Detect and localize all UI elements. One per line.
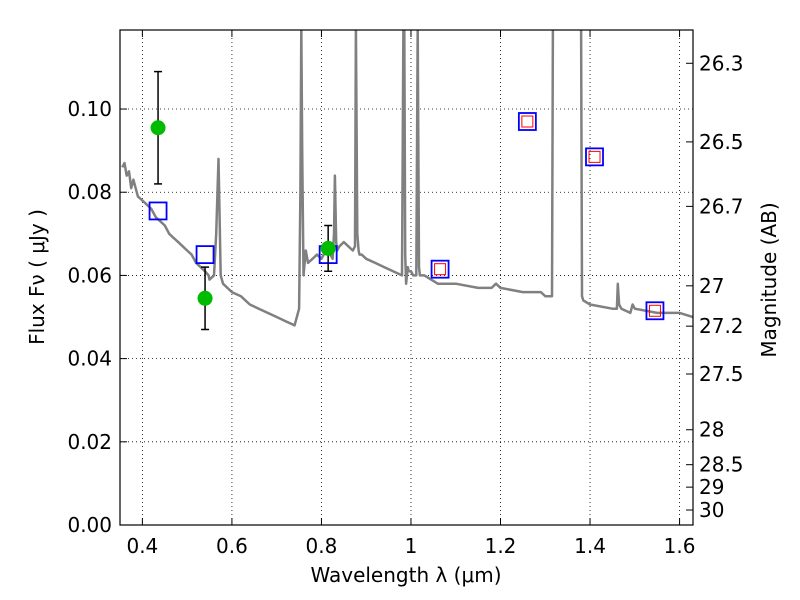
x-axis-label: Wavelength λ (μm) <box>310 563 501 587</box>
right-tick-label: 29 <box>699 475 724 499</box>
y-axis-label-right: Magnitude (AB) <box>757 202 781 357</box>
model-photometry-square <box>430 259 450 279</box>
inner-square-marker <box>648 304 661 317</box>
axis-ticks: 0.4 0.6 0.8 1 1.2 1.4 1.6 0.00 0.02 0.04 0.06 0.08 0… <box>67 30 744 558</box>
model-photometry-square <box>195 245 215 265</box>
inner-square-marker <box>521 115 534 128</box>
observed-flux-point <box>320 240 336 256</box>
right-tick-label: 28.5 <box>699 453 744 477</box>
right-tick-label: 30 <box>699 498 724 522</box>
y-tick-label: 0.10 <box>67 97 112 121</box>
right-tick-label: 27.2 <box>699 314 744 338</box>
model-photometry-square <box>645 301 665 321</box>
model-photometry-square <box>148 201 168 221</box>
y-axis-label-left: Flux Fν ( μJy ) <box>25 209 49 345</box>
grid-lines <box>120 30 693 526</box>
y-tick-label: 0.04 <box>67 347 112 371</box>
x-tick-label: 0.8 <box>306 534 338 558</box>
right-tick-label: 27.5 <box>699 362 744 386</box>
x-tick-label: 0.6 <box>216 534 248 558</box>
axes-frame <box>119 29 694 526</box>
model-photometry-square <box>517 112 537 131</box>
plot-area <box>121 30 693 331</box>
right-tick-label: 26.3 <box>699 51 744 75</box>
x-tick-label: 0.4 <box>126 534 158 558</box>
y-tick-label: 0.00 <box>67 513 112 537</box>
x-tick-label: 1.2 <box>485 534 517 558</box>
y-tick-label: 0.02 <box>67 430 112 454</box>
right-tick-label: 26.7 <box>699 194 744 218</box>
observed-flux-point <box>150 120 166 136</box>
model-photometry-square <box>585 147 604 167</box>
x-tick-label: 1 <box>405 534 418 558</box>
right-tick-label: 28 <box>699 418 724 442</box>
observed-flux-point <box>197 290 213 306</box>
model-spectrum-line <box>121 30 693 327</box>
x-tick-label: 1.4 <box>574 534 606 558</box>
inner-square-marker <box>434 263 447 276</box>
y-tick-label: 0.08 <box>67 180 112 204</box>
right-tick-label: 26.5 <box>699 130 744 154</box>
x-tick-label: 1.6 <box>664 534 696 558</box>
right-tick-label: 27 <box>699 274 724 298</box>
inner-square-marker <box>588 150 601 163</box>
y-tick-label: 0.06 <box>67 263 112 287</box>
